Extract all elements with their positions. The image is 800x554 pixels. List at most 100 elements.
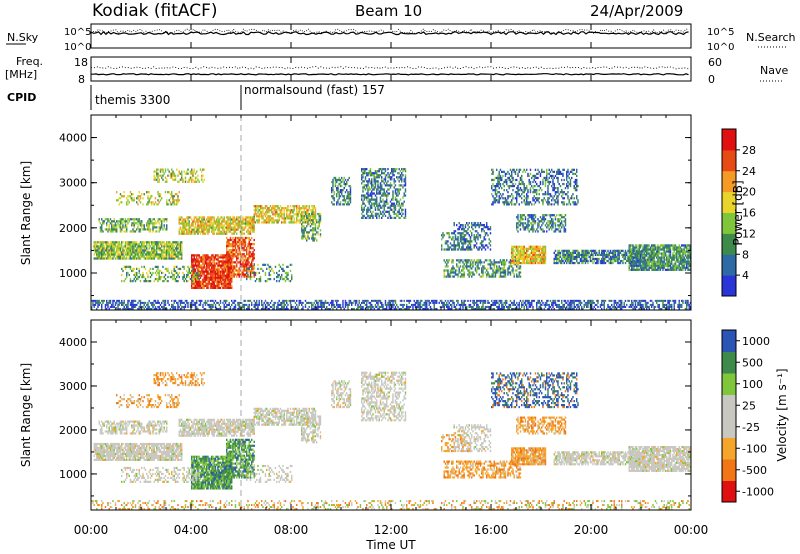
power-cell: [269, 273, 272, 277]
power-cell: [253, 224, 255, 227]
power-cell: [279, 275, 282, 279]
power-cell: [94, 243, 97, 246]
power-cell: [318, 219, 320, 222]
power-cell: [191, 258, 193, 261]
power-cell: [209, 260, 212, 263]
power-cell: [199, 286, 202, 289]
power-cell: [199, 272, 202, 275]
power-cell: [207, 256, 209, 259]
power-cell: [462, 267, 464, 270]
power-cell: [334, 180, 337, 184]
power-cell: [636, 254, 638, 257]
power-cell: [117, 220, 119, 223]
power-cell: [221, 264, 223, 267]
power-cell: [296, 219, 298, 222]
power-cell: [194, 176, 197, 179]
power-cell: [363, 180, 365, 183]
power-cell: [118, 247, 120, 250]
power-cell: [338, 178, 340, 182]
power-cell: [249, 242, 252, 246]
power-cell: [486, 273, 488, 276]
power-cell: [233, 232, 235, 235]
power-cell: [307, 219, 309, 222]
power-cell: [141, 226, 143, 229]
power-cell: [366, 216, 368, 220]
power-cell: [196, 254, 198, 257]
power-cell: [393, 202, 395, 205]
power-cell: [104, 255, 107, 258]
power-cell: [491, 273, 493, 276]
power-cell: [501, 261, 503, 264]
power-cell: [468, 275, 470, 278]
power-cell: [363, 186, 365, 189]
power-cell: [383, 200, 385, 203]
power-cell: [571, 259, 573, 263]
power-cell: [224, 274, 227, 277]
power-cell: [248, 255, 250, 258]
power-cell: [336, 189, 338, 192]
power-cell: [286, 275, 288, 279]
power-cell: [102, 247, 104, 250]
power-cell: [658, 246, 660, 249]
power-cell: [194, 264, 197, 267]
power-cell: [301, 213, 303, 216]
power-cell: [653, 246, 655, 249]
power-cell: [277, 215, 279, 218]
power-cell: [399, 184, 402, 187]
power-cell: [123, 249, 125, 252]
power-cell: [362, 194, 364, 197]
power-cell: [102, 243, 104, 246]
power-cell: [173, 178, 175, 181]
power-cell: [512, 261, 514, 265]
power-cell: [482, 271, 484, 274]
power-cell: [449, 246, 452, 249]
power-cell: [244, 269, 247, 272]
power-cell: [128, 245, 130, 248]
power-cell: [643, 262, 645, 265]
power-cell: [522, 218, 524, 221]
power-cell: [313, 227, 315, 230]
power-cell: [239, 218, 242, 221]
power-cell: [224, 254, 227, 257]
power-cell: [262, 217, 264, 220]
power-cell: [217, 266, 219, 269]
power-cell: [122, 195, 124, 198]
power-cell: [101, 241, 103, 244]
power-cell: [138, 230, 140, 233]
power-cell: [98, 247, 100, 250]
power-cell: [571, 251, 573, 255]
power-cell: [456, 265, 458, 268]
power-cell: [527, 218, 529, 221]
power-cell: [119, 251, 122, 254]
power-cell: [402, 168, 404, 171]
power-cell: [127, 203, 129, 206]
power-cell: [499, 259, 502, 262]
power-cell: [287, 209, 289, 212]
power-cell: [394, 168, 397, 171]
power-cell: [637, 260, 639, 263]
power-cell: [217, 222, 219, 225]
power-cell: [284, 207, 287, 210]
power-cell: [644, 250, 647, 253]
power-cell: [372, 214, 374, 217]
power-cell: [198, 262, 200, 265]
power-cell: [361, 194, 363, 197]
power-cell: [219, 260, 222, 263]
power-cell: [167, 275, 169, 279]
power-cell: [366, 210, 368, 213]
power-cell: [474, 267, 477, 270]
power-cell: [332, 180, 334, 184]
power-cell: [402, 208, 404, 211]
power-cell: [96, 249, 98, 252]
power-cell: [404, 188, 407, 191]
power-cell: [584, 249, 587, 252]
power-cell: [364, 194, 367, 197]
power-cell: [183, 224, 185, 227]
power-cell: [458, 261, 460, 264]
power-cell: [247, 232, 249, 235]
power-cell: [558, 230, 560, 233]
power-cell: [243, 253, 245, 256]
power-cell: [516, 275, 518, 278]
power-cell: [182, 271, 184, 275]
power-cell: [122, 222, 124, 225]
